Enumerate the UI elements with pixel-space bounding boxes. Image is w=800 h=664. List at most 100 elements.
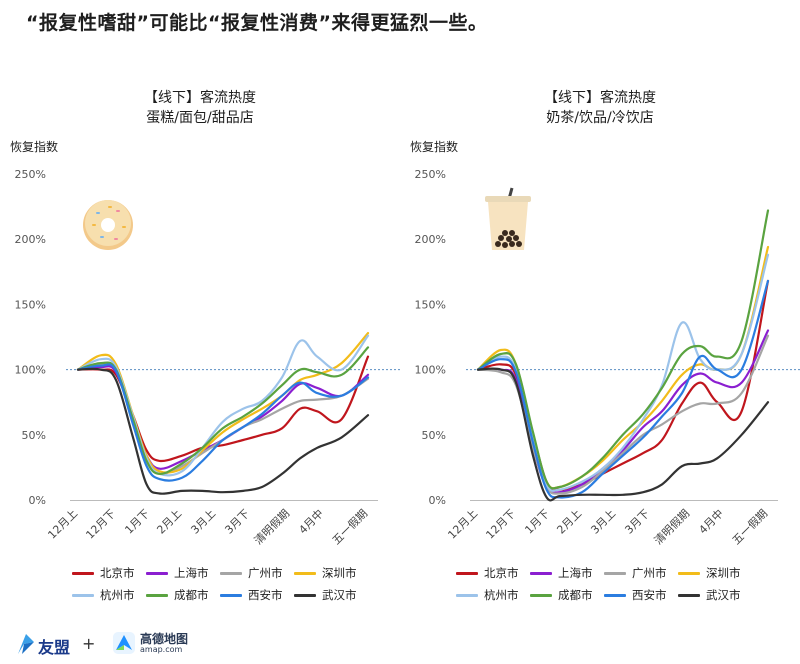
x-tick-label: 4月中 — [296, 507, 326, 537]
x-tick-label: 2月上 — [154, 507, 184, 537]
series-line-深圳市 — [76, 332, 370, 474]
legend-item: 武汉市 — [294, 587, 357, 603]
series-line-成都市 — [476, 209, 770, 490]
legend-item: 成都市 — [146, 587, 209, 603]
x-tick-label: 2月上 — [554, 507, 584, 537]
y-tick-label: 150% — [415, 298, 446, 311]
legend-label: 北京市 — [100, 566, 135, 580]
legend-label: 武汉市 — [322, 588, 357, 602]
y-tick-label: 50% — [422, 429, 446, 442]
legend-label: 广州市 — [632, 566, 667, 580]
chart-title-line1: 【线下】客流热度 — [144, 90, 256, 106]
series-line-武汉市 — [476, 367, 770, 502]
series-line-武汉市 — [76, 367, 370, 495]
legend-swatch — [530, 594, 552, 597]
y-tick-label: 0% — [429, 494, 446, 507]
legend-item: 上海市 — [530, 565, 593, 581]
legend-item: 武汉市 — [678, 587, 741, 603]
legend-label: 成都市 — [558, 588, 593, 602]
panel-tea: 【线下】客流热度 奶茶/饮品/冷饮店 恢复指数 0% 50% 100% 150% 200… — [400, 0, 800, 664]
legend-item: 广州市 — [220, 565, 283, 581]
legend-swatch — [604, 572, 626, 575]
brand-umeng: 友盟 — [38, 638, 71, 657]
legend-swatch — [604, 594, 626, 597]
legend-swatch — [72, 572, 94, 575]
legend-swatch — [530, 572, 552, 575]
x-tick-label: 3月上 — [188, 507, 218, 537]
legend-label: 杭州市 — [100, 588, 135, 602]
x-tick-label: 1月下 — [122, 507, 152, 537]
y-tick-label: 0% — [29, 494, 46, 507]
legend-swatch — [220, 572, 242, 575]
chart-cake: 0% 50% 100% 150% 200% 250% 12月上 12月下 1月下 2月上 3月上 3月… — [15, 168, 400, 547]
legend-swatch — [678, 572, 700, 575]
amap-logo-icon — [113, 632, 135, 654]
series-line-广州市 — [476, 334, 770, 495]
x-tick-label: 12月下 — [83, 507, 118, 542]
legend-item: 杭州市 — [72, 587, 135, 603]
legend-swatch — [146, 594, 168, 597]
legend-item: 深圳市 — [294, 565, 357, 581]
legend-item: 深圳市 — [678, 565, 741, 581]
legend-label: 西安市 — [632, 588, 667, 602]
umeng-logo-icon — [18, 634, 34, 654]
legend-swatch — [294, 572, 316, 575]
x-tick-label: 五一假期 — [329, 506, 370, 547]
brand-amap: 高德地图 — [140, 632, 189, 646]
legend-label: 西安市 — [248, 588, 283, 602]
x-tick-label: 清明假期 — [251, 506, 292, 547]
x-tick-label: 3月下 — [222, 507, 252, 537]
legend-item: 广州市 — [604, 565, 667, 581]
x-tick-label: 3月下 — [622, 507, 652, 537]
headline: “报复性嗜甜”可能比“报复性消费”来得更猛烈一些。 — [26, 12, 488, 34]
x-tick-label: 五一假期 — [729, 506, 770, 547]
legend-label: 上海市 — [174, 566, 209, 580]
legend-swatch — [220, 594, 242, 597]
chart-title: 【线下】客流热度 奶茶/饮品/冷饮店 — [400, 88, 800, 128]
y-tick-label: 50% — [22, 429, 46, 442]
legend-swatch — [72, 594, 94, 597]
donut-icon — [83, 200, 133, 250]
y-tick-label: 100% — [415, 364, 446, 377]
legend-swatch — [456, 572, 478, 575]
x-tick-label: 清明假期 — [651, 506, 692, 547]
y-tick-label: 100% — [15, 364, 46, 377]
legend-label: 成都市 — [174, 588, 209, 602]
legend-label: 深圳市 — [322, 566, 357, 580]
y-tick-label: 200% — [415, 233, 446, 246]
legend-swatch — [294, 594, 316, 597]
y-tick-label: 150% — [15, 298, 46, 311]
chart-title: 【线下】客流热度 蛋糕/面包/甜品店 — [0, 88, 400, 128]
x-tick-label: 1月下 — [522, 507, 552, 537]
legend-label: 广州市 — [248, 566, 283, 580]
series-line-西安市 — [76, 363, 370, 482]
legend-item: 杭州市 — [456, 587, 519, 603]
x-tick-label: 12月上 — [45, 507, 80, 542]
legend-item: 上海市 — [146, 565, 209, 581]
x-tick-label: 3月上 — [588, 507, 618, 537]
legend-item: 成都市 — [530, 587, 593, 603]
chart-tea: 0% 50% 100% 150% 200% 250% 12月上 12月下 1月下 2月上 3月上 3月… — [415, 168, 800, 547]
x-tick-label: 4月中 — [696, 507, 726, 537]
legend-label: 武汉市 — [706, 588, 741, 602]
brand-amap-url: amap.com — [140, 645, 183, 654]
legend-label: 北京市 — [484, 566, 519, 580]
chart-title-line1: 【线下】客流热度 — [544, 90, 656, 106]
y-axis-label: 恢复指数 — [410, 140, 459, 154]
y-tick-label: 250% — [415, 168, 446, 181]
y-axis-label: 恢复指数 — [10, 140, 59, 154]
legend-swatch — [146, 572, 168, 575]
legend-swatch — [678, 594, 700, 597]
panel-cake: 【线下】客流热度 蛋糕/面包/甜品店 恢复指数 0% 50% 100% 150% 200… — [0, 88, 400, 603]
x-tick-label: 12月上 — [445, 507, 480, 542]
brand-plus: + — [82, 634, 96, 653]
chart-subtitle: 蛋糕/面包/甜品店 — [146, 110, 254, 126]
series-line-成都市 — [76, 346, 370, 476]
legend-item: 西安市 — [604, 587, 667, 603]
chart-subtitle: 奶茶/饮品/冷饮店 — [546, 110, 654, 126]
legend-item: 北京市 — [72, 565, 135, 581]
series-line-西安市 — [476, 279, 770, 499]
legend-swatch — [456, 594, 478, 597]
legend-item: 西安市 — [220, 587, 283, 603]
legend-item: 北京市 — [456, 565, 519, 581]
